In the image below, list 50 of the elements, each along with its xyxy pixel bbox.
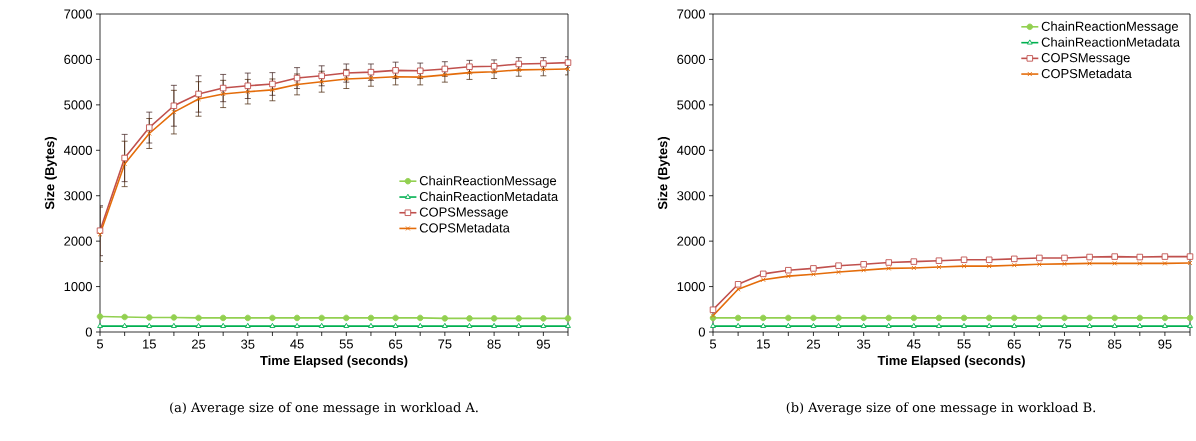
x-tick-label: 45 (290, 339, 304, 349)
legend-label: ChainReactionMessage (1041, 21, 1179, 34)
legend-label: ChainReactionMetadata (419, 191, 559, 202)
x-tick-label: 5 (709, 339, 717, 349)
x-tick-label: 35 (856, 339, 871, 349)
x-tick-label: 35 (241, 339, 255, 349)
y-axis-title: Size (Bytes) (657, 136, 670, 210)
y-tick-label: 1000 (677, 281, 705, 292)
x-tick-label: 5 (96, 339, 104, 349)
y-tick-label: 2000 (677, 236, 705, 246)
x-tick-label: 55 (339, 339, 353, 349)
x-tick-label: 45 (906, 339, 921, 349)
x-tick-label: 55 (957, 339, 971, 349)
text: (b) Average size of one message in workload B. (786, 402, 1096, 415)
y-tick-label: 5000 (64, 100, 92, 110)
x-tick-label: 85 (487, 339, 501, 349)
y-tick-label: 2000 (64, 236, 92, 246)
x-tick-label: 65 (389, 339, 403, 349)
x-tick-label: 25 (806, 339, 821, 349)
x-tick-label: 75 (1057, 339, 1072, 349)
y-tick-label: 6000 (64, 54, 92, 65)
text: (a) Average size of one message in workload A. (170, 402, 478, 415)
x-tick-label: 75 (438, 339, 452, 349)
x-tick-label: 85 (1108, 339, 1122, 349)
y-tick-label: 6000 (677, 54, 705, 65)
y-tick-label: 7000 (677, 9, 705, 19)
legend-label: COPSMetadata (1041, 68, 1132, 79)
legend-label: COPSMessage (1041, 53, 1130, 65)
y-tick-label: 4000 (676, 145, 705, 155)
y-tick-label: 0 (85, 327, 92, 337)
x-tick-label: 25 (191, 339, 206, 349)
x-tick-label: 95 (536, 339, 551, 349)
legend-label: ChainReactionMetadata (1041, 37, 1181, 47)
x-tick-label: 95 (1158, 339, 1172, 349)
y-tick-label: 0 (698, 327, 705, 337)
legend-label: COPSMetadata (419, 222, 510, 233)
x-axis-title: Time Elapsed (seconds) (260, 355, 408, 368)
y-tick-label: 3000 (677, 191, 705, 201)
x-tick-label: 15 (757, 339, 770, 349)
y-axis-title: Size (Bytes) (44, 136, 57, 210)
y-tick-label: 5000 (677, 100, 705, 110)
x-tick-label: 15 (143, 339, 156, 349)
y-tick-label: 3000 (64, 191, 92, 201)
y-tick-label: 4000 (63, 145, 92, 155)
x-axis-title: Time Elapsed (seconds) (877, 355, 1025, 368)
legend-label: ChainReactionMessage (419, 175, 557, 188)
x-tick-label: 65 (1007, 339, 1021, 349)
legend-label: COPSMessage (419, 207, 508, 220)
y-tick-label: 7000 (64, 9, 92, 19)
y-tick-label: 1000 (64, 281, 92, 292)
